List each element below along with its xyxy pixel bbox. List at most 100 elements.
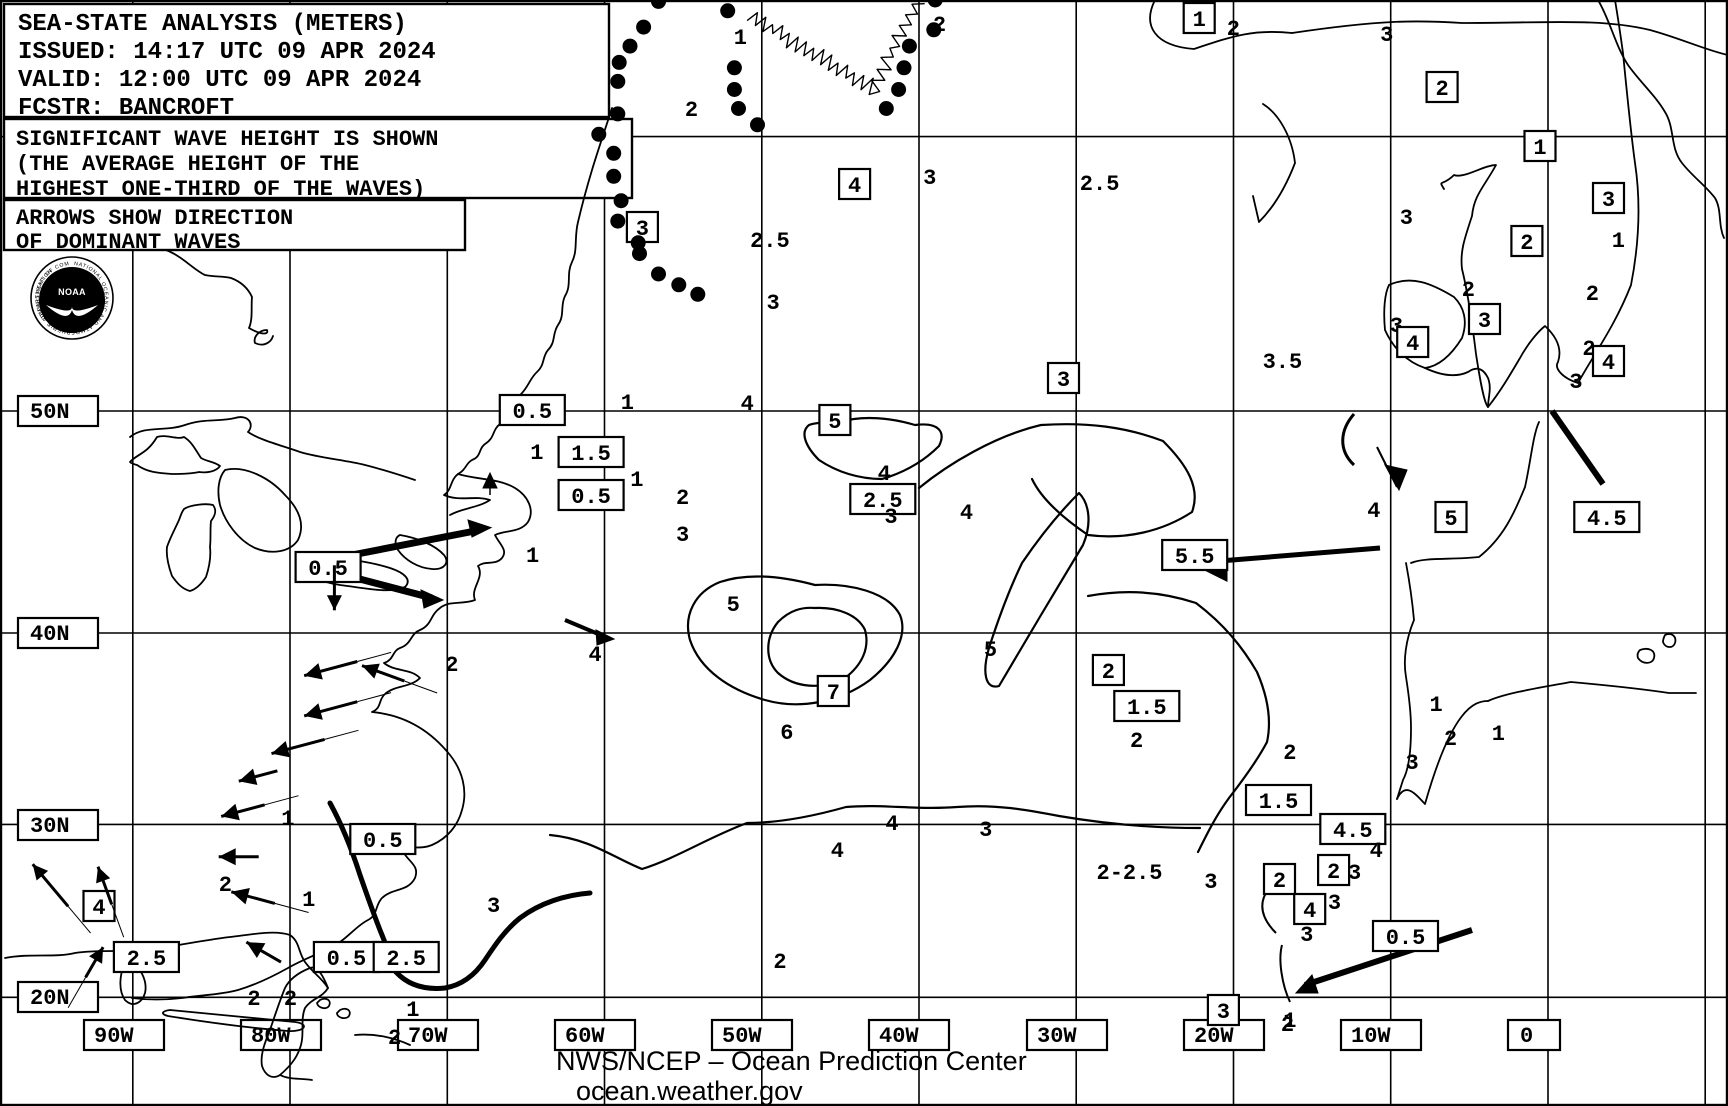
svg-text:ARROWS SHOW DIRECTION: ARROWS SHOW DIRECTION: [16, 206, 293, 231]
svg-text:4: 4: [92, 896, 105, 921]
svg-text:3: 3: [1380, 23, 1393, 48]
svg-text:4: 4: [1406, 332, 1419, 357]
svg-text:2.5: 2.5: [386, 947, 426, 972]
svg-text:4: 4: [1602, 351, 1615, 376]
svg-text:2: 2: [247, 987, 260, 1012]
svg-text:1: 1: [621, 391, 634, 416]
svg-text:2: 2: [1130, 729, 1143, 754]
svg-text:2: 2: [773, 950, 786, 975]
svg-text:3: 3: [1204, 870, 1217, 895]
svg-text:ISSUED: 14:17 UTC 09 APR 2024: ISSUED: 14:17 UTC 09 APR 2024: [18, 39, 436, 66]
svg-text:30W: 30W: [1037, 1024, 1077, 1049]
svg-text:3: 3: [767, 291, 780, 316]
svg-text:0.5: 0.5: [308, 557, 348, 582]
svg-text:1: 1: [281, 807, 294, 832]
svg-text:1: 1: [302, 888, 315, 913]
svg-text:2-2.5: 2-2.5: [1097, 861, 1163, 886]
svg-text:3: 3: [1348, 861, 1361, 886]
svg-text:FCSTR: BANCROFT: FCSTR: BANCROFT: [18, 95, 234, 122]
svg-text:2: 2: [219, 873, 232, 898]
svg-text:0.5: 0.5: [512, 400, 552, 425]
svg-text:1: 1: [1430, 693, 1443, 718]
svg-text:2: 2: [1281, 1013, 1294, 1038]
svg-text:SIGNIFICANT WAVE HEIGHT IS SHO: SIGNIFICANT WAVE HEIGHT IS SHOWN: [16, 127, 438, 152]
svg-text:4: 4: [741, 392, 754, 417]
svg-text:20N: 20N: [30, 986, 70, 1011]
svg-text:2.5: 2.5: [750, 229, 790, 254]
svg-text:0.5: 0.5: [363, 829, 403, 854]
svg-text:NWS/NCEP – Ocean Prediction Ce: NWS/NCEP – Ocean Prediction Center: [556, 1046, 1027, 1076]
svg-text:1.5: 1.5: [571, 442, 611, 467]
svg-text:1: 1: [630, 468, 643, 493]
svg-text:4: 4: [589, 643, 602, 668]
svg-text:(THE AVERAGE HEIGHT OF THE: (THE AVERAGE HEIGHT OF THE: [16, 152, 359, 177]
svg-text:1: 1: [1612, 229, 1625, 254]
svg-text:1: 1: [526, 544, 539, 569]
svg-text:6: 6: [780, 721, 793, 746]
svg-text:3: 3: [884, 505, 897, 530]
svg-text:4: 4: [1303, 899, 1316, 924]
svg-text:5.5: 5.5: [1175, 545, 1215, 570]
svg-text:2: 2: [676, 486, 689, 511]
svg-text:0: 0: [1520, 1024, 1533, 1049]
svg-text:1: 1: [734, 26, 747, 51]
svg-text:3: 3: [487, 894, 500, 919]
svg-text:2: 2: [445, 653, 458, 678]
svg-text:3: 3: [1400, 206, 1413, 231]
svg-text:3: 3: [923, 166, 936, 191]
svg-text:VALID: 12:00 UTC 09 APR 2024: VALID: 12:00 UTC 09 APR 2024: [18, 67, 421, 94]
svg-text:3: 3: [1602, 188, 1615, 213]
svg-text:2.5: 2.5: [127, 947, 167, 972]
svg-text:0.5: 0.5: [571, 485, 611, 510]
svg-text:0.5: 0.5: [1386, 926, 1426, 951]
svg-text:3: 3: [1328, 891, 1341, 916]
svg-text:ocean.weather.gov: ocean.weather.gov: [576, 1076, 803, 1106]
svg-text:4: 4: [885, 812, 898, 837]
svg-text:2: 2: [1586, 282, 1599, 307]
svg-text:90W: 90W: [94, 1024, 134, 1049]
svg-text:1: 1: [1193, 8, 1206, 33]
svg-text:4: 4: [848, 174, 861, 199]
svg-text:5: 5: [727, 593, 740, 618]
svg-text:30N: 30N: [30, 814, 70, 839]
svg-text:4: 4: [1367, 499, 1380, 524]
svg-text:4.5: 4.5: [1333, 819, 1373, 844]
svg-text:0.5: 0.5: [327, 947, 367, 972]
svg-text:2: 2: [1444, 727, 1457, 752]
svg-text:3: 3: [1057, 368, 1070, 393]
svg-text:2: 2: [1102, 660, 1115, 685]
svg-text:2: 2: [1520, 231, 1533, 256]
svg-text:20W: 20W: [1194, 1024, 1234, 1049]
svg-text:1.5: 1.5: [1127, 696, 1167, 721]
svg-text:1: 1: [1492, 722, 1505, 747]
svg-text:SEA-STATE ANALYSIS (METERS): SEA-STATE ANALYSIS (METERS): [18, 11, 407, 38]
svg-text:5: 5: [1444, 507, 1457, 532]
svg-text:40N: 40N: [30, 622, 70, 647]
svg-text:3.5: 3.5: [1263, 350, 1303, 375]
svg-text:70W: 70W: [408, 1024, 448, 1049]
svg-text:1: 1: [530, 441, 543, 466]
svg-text:2: 2: [1462, 278, 1475, 303]
svg-text:3: 3: [1217, 1000, 1230, 1025]
svg-text:2: 2: [1327, 860, 1340, 885]
svg-text:2: 2: [685, 98, 698, 123]
svg-text:4.5: 4.5: [1587, 507, 1627, 532]
svg-text:3: 3: [1478, 309, 1491, 334]
svg-text:2: 2: [388, 1026, 401, 1051]
svg-text:OF DOMINANT WAVES: OF DOMINANT WAVES: [16, 230, 240, 255]
svg-text:50N: 50N: [30, 400, 70, 425]
svg-text:5: 5: [984, 638, 997, 663]
svg-text:4: 4: [960, 501, 973, 526]
svg-text:4: 4: [1370, 839, 1383, 864]
svg-text:5: 5: [828, 410, 841, 435]
svg-text:7: 7: [827, 681, 840, 706]
svg-text:1: 1: [1533, 136, 1546, 161]
svg-text:3: 3: [676, 523, 689, 548]
svg-text:1.5: 1.5: [1259, 790, 1299, 815]
svg-text:2: 2: [1273, 869, 1286, 894]
svg-text:2: 2: [1435, 77, 1448, 102]
svg-text:3: 3: [1569, 370, 1582, 395]
svg-text:1: 1: [406, 998, 419, 1023]
svg-text:10W: 10W: [1351, 1024, 1391, 1049]
svg-text:3: 3: [1300, 923, 1313, 948]
